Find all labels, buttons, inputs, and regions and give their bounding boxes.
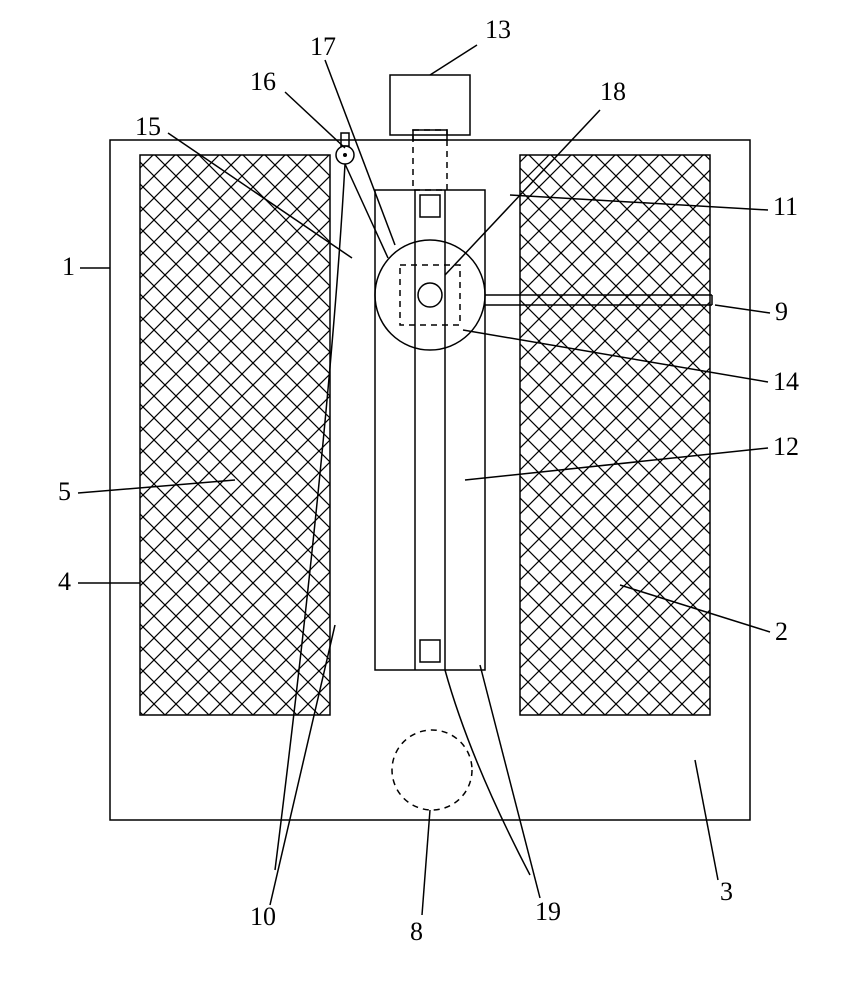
hub-circle (375, 240, 485, 350)
motor-box (390, 75, 470, 135)
rail-notch-top (420, 195, 440, 217)
callout-label-11: 11 (773, 192, 798, 221)
callout-label-15: 15 (135, 112, 161, 141)
leader-8 (422, 810, 430, 915)
leader-9 (715, 305, 770, 313)
rail-notch-bottom (420, 640, 440, 662)
callout-label-3: 3 (720, 877, 733, 906)
callout-label-4: 4 (58, 567, 71, 596)
bottom-hidden-circle (392, 730, 472, 810)
thread-curve-right (445, 670, 530, 875)
callout-label-14: 14 (773, 367, 799, 396)
callout-label-10: 10 (250, 902, 276, 931)
hatched-panel-right (520, 155, 710, 715)
callout-label-8: 8 (410, 917, 423, 946)
pulley-axle (343, 153, 347, 157)
callout-label-17: 17 (310, 32, 336, 61)
leader-13 (430, 45, 477, 75)
callout-label-2: 2 (775, 617, 788, 646)
callout-label-1: 1 (62, 252, 75, 281)
hub-center (418, 283, 442, 307)
shaft-hidden (413, 130, 447, 190)
callout-label-13: 13 (485, 15, 511, 44)
callout-label-12: 12 (773, 432, 799, 461)
hatched-panel-left (140, 155, 330, 715)
callout-label-18: 18 (600, 77, 626, 106)
callout-label-9: 9 (775, 297, 788, 326)
callout-label-19: 19 (535, 897, 561, 926)
leader-17 (325, 60, 395, 245)
callout-label-5: 5 (58, 477, 71, 506)
callout-label-16: 16 (250, 67, 276, 96)
hub-hidden-square (400, 265, 460, 325)
center-rail-body (375, 190, 485, 670)
